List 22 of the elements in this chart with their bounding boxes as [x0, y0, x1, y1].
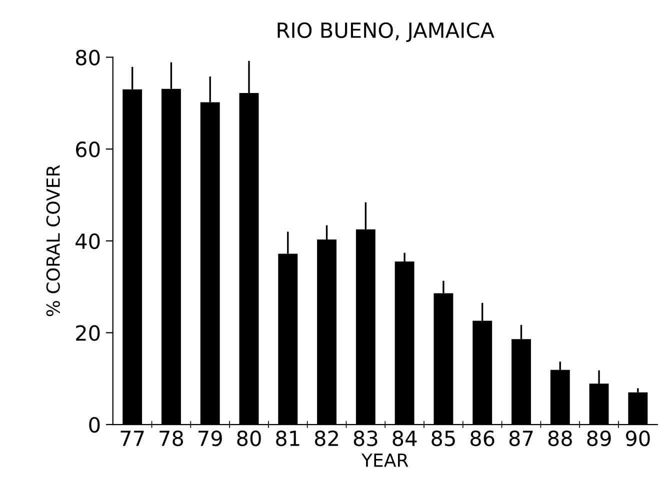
x-tick-label: 78 [160, 430, 184, 446]
y-tick-label: 20 [76, 325, 100, 341]
y-tick-label: 80 [76, 50, 100, 66]
x-tick-label: 89 [587, 430, 611, 446]
x-tick-label: 86 [470, 430, 494, 446]
x-tick-label: 79 [198, 430, 222, 446]
x-tick-label: 80 [237, 430, 261, 446]
x-tick-label: 84 [392, 430, 417, 446]
x-tick-label: 83 [354, 430, 378, 446]
x-tick-label: 87 [509, 430, 533, 446]
y-axis-title: % CORAL COVER [46, 165, 60, 316]
x-tick-label: 85 [432, 430, 455, 446]
x-tick-label: 77 [120, 430, 144, 446]
y-tick-label: 40 [76, 233, 100, 250]
y-tick-label: 0 [89, 416, 100, 433]
x-tick-label: 81 [276, 430, 300, 446]
chart-title: RIO BUENO, JAMAICA [278, 22, 494, 42]
x-tick-label: 82 [314, 430, 338, 446]
x-tick-label: 90 [626, 430, 650, 446]
y-tick-label: 60 [76, 142, 100, 158]
x-tick-label: 88 [548, 430, 572, 446]
x-axis-title: YEAR [361, 454, 408, 467]
